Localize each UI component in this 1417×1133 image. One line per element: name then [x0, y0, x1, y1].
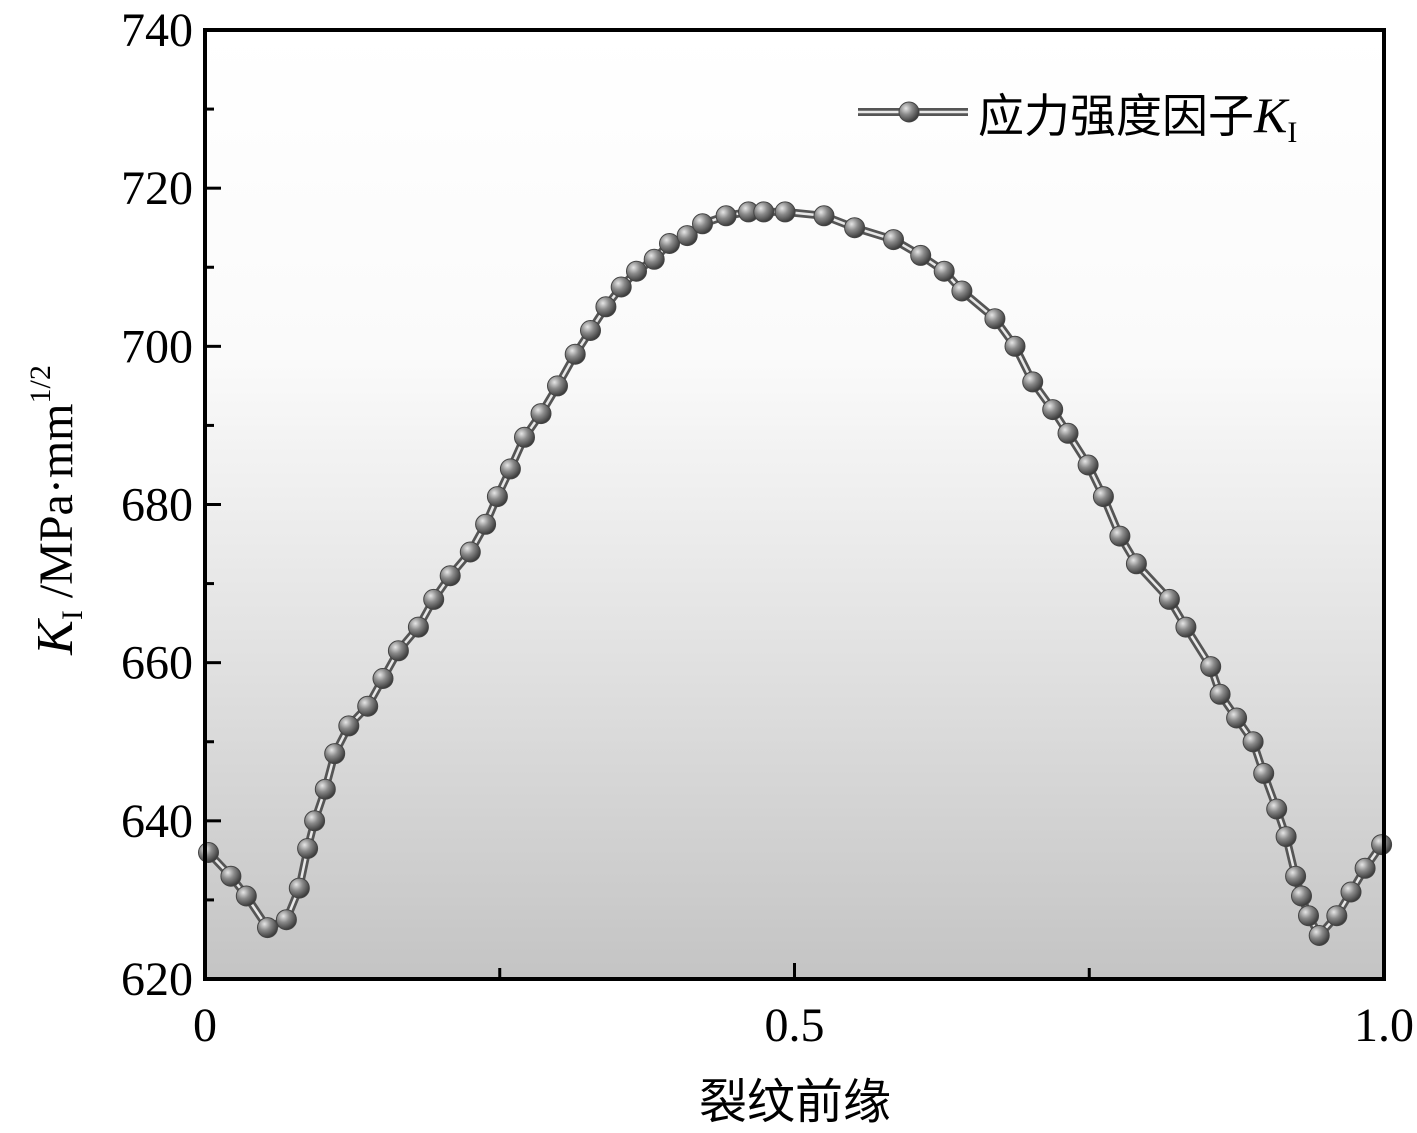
- data-point: [1340, 881, 1362, 903]
- data-point: [486, 486, 508, 508]
- legend-label: 应力强度因子KI: [978, 87, 1297, 149]
- data-point: [951, 280, 973, 302]
- data-point: [439, 565, 461, 587]
- x-tick-label: 0.5: [765, 999, 825, 1052]
- data-point: [1092, 486, 1114, 508]
- data-point: [1326, 905, 1348, 927]
- data-point: [220, 865, 242, 887]
- data-point: [580, 320, 601, 341]
- data-point: [1209, 683, 1231, 705]
- y-tick-label: 680: [121, 479, 193, 532]
- data-point: [235, 885, 257, 907]
- data-point: [1298, 905, 1319, 927]
- data-point: [1158, 588, 1180, 610]
- axis-tick-labels: 620 640 660 680 700 720 740 0 0.5 1.0: [121, 4, 1414, 1052]
- data-point: [1285, 865, 1307, 887]
- data-point: [659, 233, 680, 254]
- data-point: [676, 225, 698, 247]
- data-point: [753, 201, 775, 223]
- data-point: [813, 205, 835, 227]
- data-point: [883, 229, 904, 251]
- x-tick-label: 0: [193, 999, 217, 1052]
- data-point: [198, 842, 219, 863]
- x-tick-label: 1.0: [1354, 999, 1414, 1052]
- x-axis-label: 裂纹前缘: [699, 1074, 891, 1130]
- data-point: [910, 244, 932, 266]
- data-point: [1125, 553, 1147, 575]
- legend: 应力强度因子KI: [858, 87, 1297, 149]
- data-point: [314, 778, 336, 800]
- data-point: [933, 260, 955, 282]
- data-point: [547, 375, 568, 397]
- legend-subscript: I: [1287, 116, 1297, 149]
- data-point: [1057, 422, 1079, 444]
- data-point: [475, 513, 497, 535]
- data-point: [1022, 371, 1044, 393]
- data-point: [1077, 454, 1099, 476]
- data-point: [304, 810, 326, 832]
- data-point: [643, 248, 665, 270]
- y-tick-label: 740: [121, 4, 193, 57]
- data-point: [407, 616, 429, 638]
- y-tick-label: 700: [121, 320, 193, 373]
- plot-background: [205, 30, 1384, 979]
- data-point: [692, 213, 713, 235]
- data-point: [1226, 707, 1248, 729]
- data-point: [1042, 399, 1064, 421]
- data-point: [423, 588, 445, 610]
- data-point: [1308, 925, 1330, 946]
- data-point: [275, 909, 297, 931]
- data-point: [257, 917, 278, 939]
- data-point: [1200, 656, 1222, 678]
- data-point: [1371, 834, 1393, 856]
- data-point: [324, 743, 346, 765]
- legend-series-name: 应力强度因子: [978, 89, 1254, 143]
- data-point: [372, 668, 394, 689]
- data-point: [774, 201, 796, 223]
- data-point: [564, 343, 586, 365]
- data-point: [297, 838, 319, 859]
- y-axis-label: KI /MPa·mm1/2: [24, 365, 89, 656]
- data-point: [1242, 731, 1264, 753]
- data-point: [984, 308, 1006, 330]
- y-tick-label: 660: [121, 637, 193, 690]
- y-tick-label: 720: [121, 162, 193, 215]
- data-point: [1175, 616, 1197, 638]
- data-point: [1109, 525, 1131, 547]
- data-point: [459, 541, 481, 563]
- y-axis-subscript: I: [56, 610, 89, 620]
- data-point: [626, 260, 647, 282]
- data-point: [1253, 762, 1275, 784]
- data-point: [1004, 335, 1026, 357]
- data-point: [338, 715, 360, 737]
- data-point: [595, 296, 617, 318]
- data-point: [1275, 826, 1297, 848]
- data-point: [514, 426, 535, 448]
- data-point: [288, 877, 310, 899]
- data-point: [530, 403, 552, 425]
- plot-frame: [203, 28, 1386, 981]
- y-axis-symbol: K: [27, 618, 84, 656]
- data-point: [715, 205, 737, 227]
- data-point: [610, 276, 632, 298]
- data-point: [844, 217, 866, 239]
- y-axis-superscript: 1/2: [24, 365, 57, 403]
- y-tick-label: 620: [121, 953, 193, 1006]
- data-point: [387, 640, 409, 662]
- data-point: [357, 695, 379, 717]
- y-axis-unit: /MPa·mm: [30, 403, 83, 610]
- legend-symbol: K: [1253, 87, 1290, 143]
- legend-marker: [898, 101, 920, 123]
- data-point: [1354, 857, 1376, 879]
- data-point: [1266, 798, 1288, 820]
- y-tick-label: 640: [121, 795, 193, 848]
- series-layer: [198, 201, 1393, 946]
- data-point: [1291, 885, 1312, 907]
- data-point: [499, 458, 521, 480]
